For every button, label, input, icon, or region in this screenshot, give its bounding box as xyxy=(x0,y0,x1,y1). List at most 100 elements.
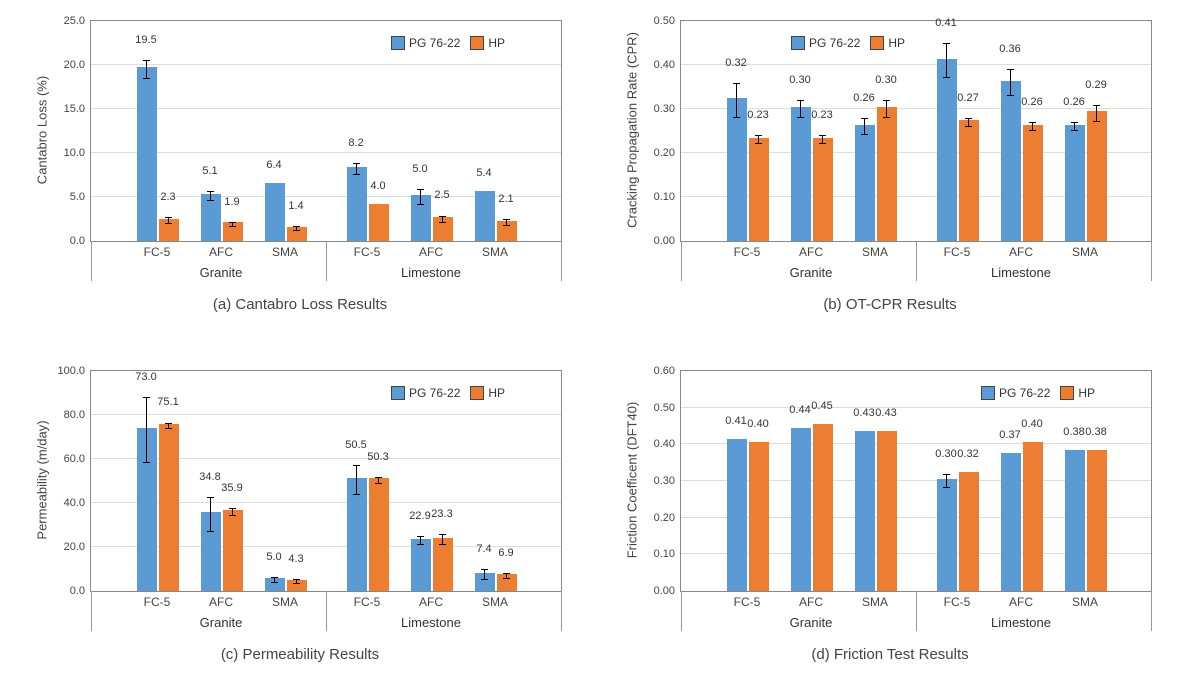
error-bar xyxy=(356,163,357,175)
y-tick-label: 0.10 xyxy=(654,548,681,560)
y-tick-label: 60.0 xyxy=(64,453,91,465)
y-tick-label: 0.0 xyxy=(70,585,91,597)
y-tick-label: 0.0 xyxy=(70,235,91,247)
error-bar xyxy=(822,135,823,144)
error-bar xyxy=(946,43,947,78)
y-tick-label: 0.30 xyxy=(654,103,681,115)
value-label: 1.9 xyxy=(224,196,239,208)
x-group-label: Limestone xyxy=(991,241,1051,280)
error-bar xyxy=(1074,122,1075,131)
bar-series-2 xyxy=(433,538,453,591)
value-label: 0.45 xyxy=(811,400,832,412)
bar-series-2 xyxy=(1023,442,1043,591)
value-label: 0.29 xyxy=(1085,79,1106,91)
group-divider xyxy=(916,241,917,281)
x-tick-label: SMA xyxy=(272,591,298,609)
bar-series-1 xyxy=(855,125,875,241)
x-tick-label: SMA xyxy=(272,241,298,259)
gridline xyxy=(681,407,1151,408)
group-divider xyxy=(326,591,327,631)
legend-swatch-1 xyxy=(391,36,405,50)
x-group-label: Granite xyxy=(790,591,833,630)
y-tick-label: 25.0 xyxy=(64,15,91,27)
value-label: 0.43 xyxy=(875,407,896,419)
caption-d: (d) Friction Test Results xyxy=(610,646,1170,663)
group-divider xyxy=(681,591,682,631)
legend: PG 76-22HP xyxy=(791,35,905,50)
legend-label-2: HP xyxy=(1078,386,1095,400)
group-divider xyxy=(1151,591,1152,631)
y-tick-label: 15.0 xyxy=(64,103,91,115)
value-label: 5.0 xyxy=(412,163,427,175)
chart-c: 0.020.040.060.080.0100.0FC-5AFCSMAFC-5AF… xyxy=(20,360,580,640)
plot-area: 0.000.100.200.300.400.50FC-5AFCSMAFC-5AF… xyxy=(680,20,1152,242)
error-bar xyxy=(210,191,211,202)
chart-d: 0.000.100.200.300.400.500.60FC-5AFCSMAFC… xyxy=(610,360,1170,640)
legend-label-2: HP xyxy=(888,36,905,50)
bar-series-1 xyxy=(937,59,957,241)
error-bar xyxy=(968,118,969,127)
plot-area: 0.020.040.060.080.0100.0FC-5AFCSMAFC-5AF… xyxy=(90,370,562,592)
value-label: 8.2 xyxy=(348,137,363,149)
y-tick-label: 0.10 xyxy=(654,191,681,203)
x-group-label: Granite xyxy=(200,591,243,630)
bar-series-2 xyxy=(959,120,979,241)
y-tick-label: 100.0 xyxy=(57,365,91,377)
value-label: 0.23 xyxy=(811,109,832,121)
error-bar xyxy=(210,497,211,532)
value-label: 0.38 xyxy=(1085,426,1106,438)
bar-series-1 xyxy=(727,439,747,591)
x-group-label: Granite xyxy=(200,241,243,280)
bar-series-1 xyxy=(137,428,157,591)
x-tick-label: FC-5 xyxy=(144,591,171,609)
error-bar xyxy=(736,83,737,118)
error-bar xyxy=(168,423,169,430)
bar-series-2 xyxy=(749,442,769,591)
legend-swatch-1 xyxy=(391,386,405,400)
group-divider xyxy=(561,591,562,631)
legend-label-1: PG 76-22 xyxy=(409,386,460,400)
bar-series-1 xyxy=(937,479,957,591)
x-tick-label: SMA xyxy=(862,591,888,609)
legend-swatch-2 xyxy=(1060,386,1074,400)
plot-area: 0.000.100.200.300.400.500.60FC-5AFCSMAFC… xyxy=(680,370,1152,592)
error-bar xyxy=(296,226,297,231)
bar-series-1 xyxy=(791,107,811,241)
legend: PG 76-22HP xyxy=(391,35,505,50)
x-tick-label: FC-5 xyxy=(734,591,761,609)
value-label: 23.3 xyxy=(431,508,452,520)
y-tick-label: 0.50 xyxy=(654,15,681,27)
value-label: 0.30 xyxy=(935,448,956,460)
bar-series-1 xyxy=(265,183,285,241)
error-bar xyxy=(886,100,887,118)
bar-series-2 xyxy=(369,204,389,241)
value-label: 0.26 xyxy=(853,92,874,104)
group-divider xyxy=(1151,241,1152,281)
value-label: 0.32 xyxy=(957,448,978,460)
error-bar xyxy=(168,217,169,224)
bar-series-2 xyxy=(287,580,307,591)
x-tick-label: FC-5 xyxy=(944,241,971,259)
value-label: 35.9 xyxy=(221,482,242,494)
panel-b: 0.000.100.200.300.400.50FC-5AFCSMAFC-5AF… xyxy=(610,10,1170,340)
legend-swatch-1 xyxy=(791,36,805,50)
value-label: 50.3 xyxy=(367,451,388,463)
y-tick-label: 0.20 xyxy=(654,147,681,159)
bar-series-2 xyxy=(813,138,833,241)
group-divider xyxy=(326,241,327,281)
value-label: 22.9 xyxy=(409,510,430,522)
x-tick-label: SMA xyxy=(1072,591,1098,609)
group-divider xyxy=(561,241,562,281)
x-group-label: Limestone xyxy=(991,591,1051,630)
x-tick-label: FC-5 xyxy=(354,241,381,259)
gridline xyxy=(91,64,561,65)
x-tick-label: FC-5 xyxy=(734,241,761,259)
y-tick-label: 5.0 xyxy=(70,191,91,203)
y-tick-label: 0.20 xyxy=(654,512,681,524)
legend: PG 76-22HP xyxy=(981,385,1095,400)
group-divider xyxy=(91,241,92,281)
value-label: 5.4 xyxy=(476,167,491,179)
value-label: 0.32 xyxy=(725,57,746,69)
x-group-label: Limestone xyxy=(401,591,461,630)
error-bar xyxy=(296,579,297,583)
